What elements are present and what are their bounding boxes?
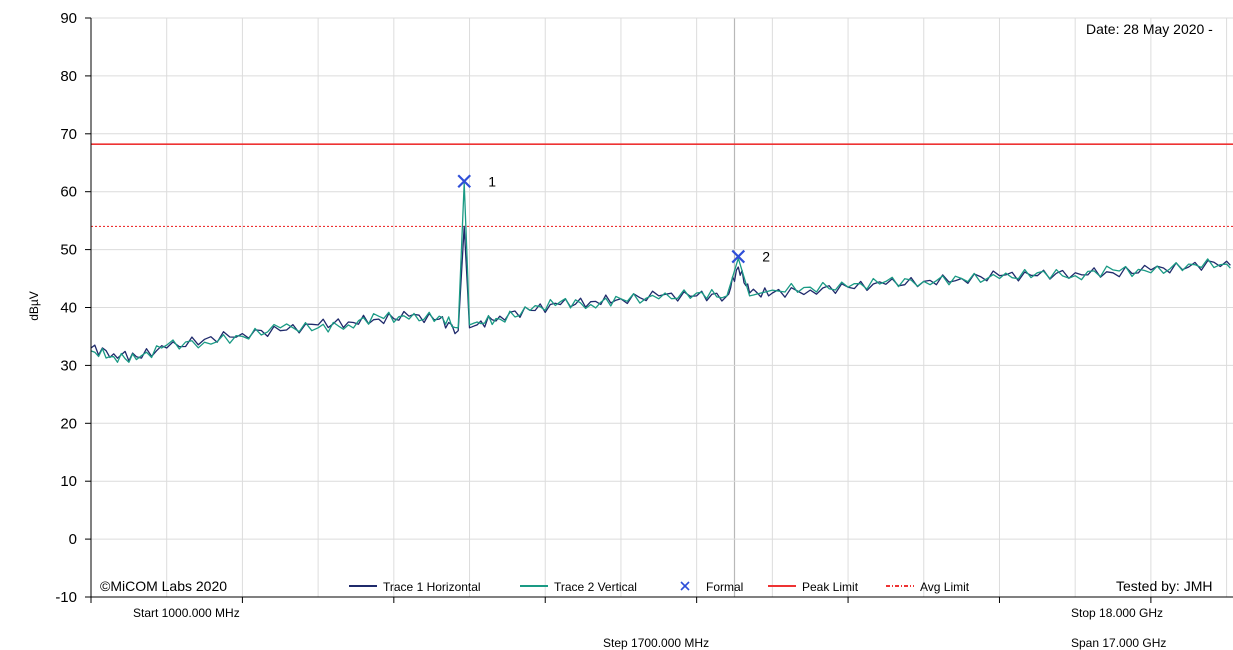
legend-item: Avg Limit <box>886 580 970 594</box>
trace-1-horizontal-line <box>90 225 1231 362</box>
legend-item: Peak Limit <box>768 580 859 594</box>
copyright-label: ©MiCOM Labs 2020 <box>100 578 227 594</box>
traces <box>90 182 1231 363</box>
legend-label: Formal <box>706 580 743 594</box>
legend-item: Formal <box>680 580 743 594</box>
limit-lines <box>91 143 1233 227</box>
formal-marker-stroke <box>457 174 472 189</box>
legend: Trace 1 Horizontal Trace 2 Vertical Formal… <box>349 580 970 594</box>
formal-marker: 2 <box>731 249 770 265</box>
trace-2-vertical-line <box>90 182 1231 363</box>
legend-swatch <box>680 581 690 591</box>
legend-item: Trace 1 Horizontal <box>349 580 481 594</box>
y-tick-label: 70 <box>60 126 77 143</box>
stop-frequency-label: Stop 18.000 GHz <box>1071 606 1163 620</box>
formal-marker: 1 <box>457 173 496 189</box>
legend-label: Trace 2 Vertical <box>554 580 637 594</box>
legend-item: Trace 2 Vertical <box>520 580 637 594</box>
y-tick-label: 60 <box>60 184 77 201</box>
formal-marker-label: 2 <box>762 249 770 265</box>
gridlines <box>91 17 1233 598</box>
y-tick-label: 10 <box>60 473 77 490</box>
date-label: Date: 28 May 2020 - <box>1086 21 1213 37</box>
legend-label: Trace 1 Horizontal <box>383 580 481 594</box>
step-frequency-label: Step 1700.000 MHz <box>603 636 709 650</box>
y-tick-label: -10 <box>55 589 77 606</box>
formal-marker-label: 1 <box>488 173 496 189</box>
legend-label: Avg Limit <box>920 580 970 594</box>
legend-label: Peak Limit <box>802 580 859 594</box>
y-tick-label: 90 <box>60 10 77 27</box>
y-tick-label: 40 <box>60 300 77 317</box>
formal-markers: 1234 <box>457 173 770 265</box>
y-ticks: -10 0 10 20 30 40 50 60 70 80 90 <box>55 10 91 606</box>
y-axis-label: dBµV <box>27 291 41 321</box>
y-tick-label: 80 <box>60 68 77 85</box>
y-tick-label: 30 <box>60 357 77 374</box>
y-tick-label: 50 <box>60 242 77 259</box>
tested-by-label: Tested by: JMH <box>1116 578 1212 594</box>
formal-marker-stroke <box>731 249 746 264</box>
y-tick-label: 0 <box>69 531 77 548</box>
span-frequency-label: Span 17.000 GHz <box>1071 636 1166 650</box>
x-ticks <box>90 597 1152 603</box>
start-frequency-label: Start 1000.000 MHz <box>133 606 240 620</box>
y-tick-label: 20 <box>60 415 77 432</box>
